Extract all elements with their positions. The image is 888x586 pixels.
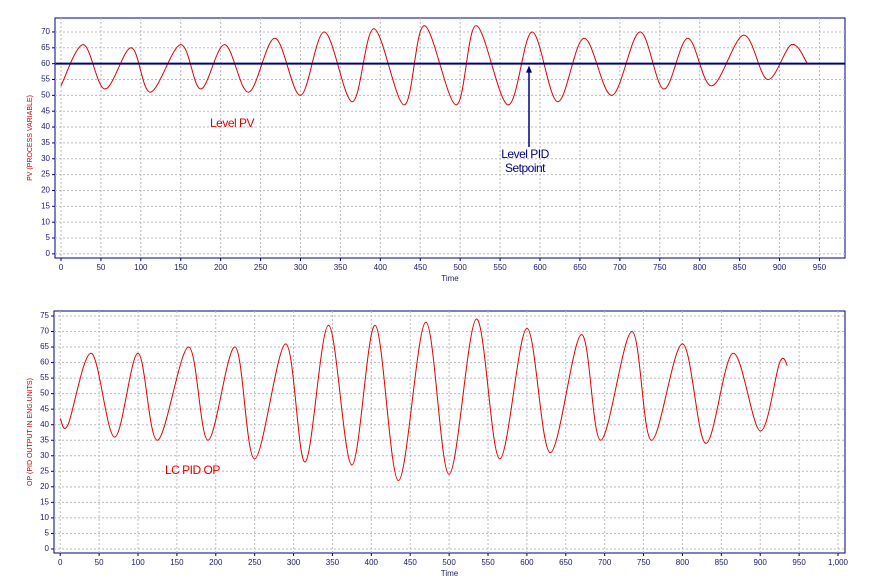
x-tick-label: 100 (134, 263, 148, 272)
y-tick-label: 45 (41, 106, 50, 115)
x-tick-label: 850 (733, 263, 747, 272)
y-tick-label: 75 (40, 311, 49, 320)
x-tick-label: 0 (59, 263, 64, 272)
x-tick-label: 450 (404, 558, 418, 567)
annotation: Level PID (501, 147, 549, 161)
y-tick-label: 5 (45, 529, 50, 538)
x-tick-label: 400 (374, 263, 388, 272)
x-tick-label: 50 (96, 263, 105, 272)
y-tick-label: 25 (41, 170, 50, 179)
x-tick-label: 650 (573, 263, 587, 272)
y-tick-label: 25 (40, 466, 49, 475)
x-tick-label: 900 (773, 263, 787, 272)
x-tick-label: 850 (715, 558, 729, 567)
annotation: Level PV (210, 116, 255, 130)
y-tick-label: 45 (40, 404, 49, 413)
data-line (60, 25, 808, 106)
y-tick-label: 50 (41, 90, 50, 99)
x-tick-label: 50 (95, 558, 104, 567)
x-tick-label: 500 (442, 558, 456, 567)
y-tick-label: 70 (40, 327, 49, 336)
x-tick-label: 550 (493, 263, 507, 272)
y-tick-label: 65 (40, 342, 49, 351)
plot-area (54, 17, 846, 259)
y-tick-label: 40 (41, 122, 50, 131)
y-tick-label: 10 (41, 217, 50, 226)
x-tick-label: 350 (326, 558, 340, 567)
y-axis-label: OP (PID OUTPUT IN ENG.UNITS) (27, 378, 34, 486)
annotation: LC PID OP (165, 463, 220, 477)
x-tick-label: 200 (209, 558, 223, 567)
y-tick-label: 60 (41, 59, 50, 68)
y-tick-label: 0 (46, 249, 51, 258)
y-tick-label: 30 (41, 154, 50, 163)
x-tick-label: 350 (334, 263, 348, 272)
x-axis-label: Time (441, 274, 459, 283)
y-tick-label: 30 (40, 451, 49, 460)
y-tick-label: 50 (40, 389, 49, 398)
x-tick-label: 650 (559, 558, 573, 567)
x-tick-label: 150 (174, 263, 188, 272)
x-tick-label: 250 (248, 558, 262, 567)
y-tick-label: 10 (40, 513, 49, 522)
y-tick-label: 15 (41, 201, 50, 210)
x-tick-label: 200 (214, 263, 228, 272)
y-tick-label: 15 (40, 497, 49, 506)
y-tick-label: 55 (40, 373, 49, 382)
y-tick-label: 0 (45, 544, 50, 553)
y-tick-label: 20 (41, 186, 50, 195)
y-tick-label: 60 (40, 358, 49, 367)
x-tick-label: 300 (294, 263, 308, 272)
annotation: Setpoint (505, 161, 546, 175)
y-tick-label: 65 (41, 43, 50, 52)
x-tick-label: 550 (481, 558, 495, 567)
x-tick-label: 0 (58, 558, 63, 567)
y-axis-label: PV (PROCESS VARIABLE) (27, 95, 34, 181)
x-tick-label: 450 (414, 263, 428, 272)
x-tick-label: 1,000 (828, 558, 849, 567)
y-tick-label: 35 (40, 435, 49, 444)
x-tick-label: 700 (598, 558, 612, 567)
x-tick-label: 100 (131, 558, 145, 567)
x-tick-label: 750 (637, 558, 651, 567)
x-tick-label: 800 (676, 558, 690, 567)
x-tick-label: 900 (754, 558, 768, 567)
y-tick-label: 5 (46, 233, 51, 242)
x-tick-label: 800 (693, 263, 707, 272)
arrow-head (526, 65, 532, 73)
x-tick-label: 600 (520, 558, 534, 567)
x-tick-label: 250 (254, 263, 268, 272)
y-tick-label: 35 (41, 138, 50, 147)
x-tick-label: 600 (533, 263, 547, 272)
y-tick-label: 70 (41, 27, 50, 36)
x-tick-label: 750 (653, 263, 667, 272)
y-tick-label: 40 (40, 420, 49, 429)
data-line (59, 318, 788, 482)
x-axis-label: Time (441, 569, 459, 578)
x-tick-label: 150 (170, 558, 184, 567)
x-tick-label: 300 (287, 558, 301, 567)
x-tick-label: 950 (813, 263, 827, 272)
x-tick-label: 700 (613, 263, 627, 272)
x-tick-label: 500 (453, 263, 467, 272)
x-tick-label: 950 (792, 558, 806, 567)
y-tick-label: 20 (40, 482, 49, 491)
y-tick-label: 55 (41, 75, 50, 84)
x-tick-label: 400 (365, 558, 379, 567)
